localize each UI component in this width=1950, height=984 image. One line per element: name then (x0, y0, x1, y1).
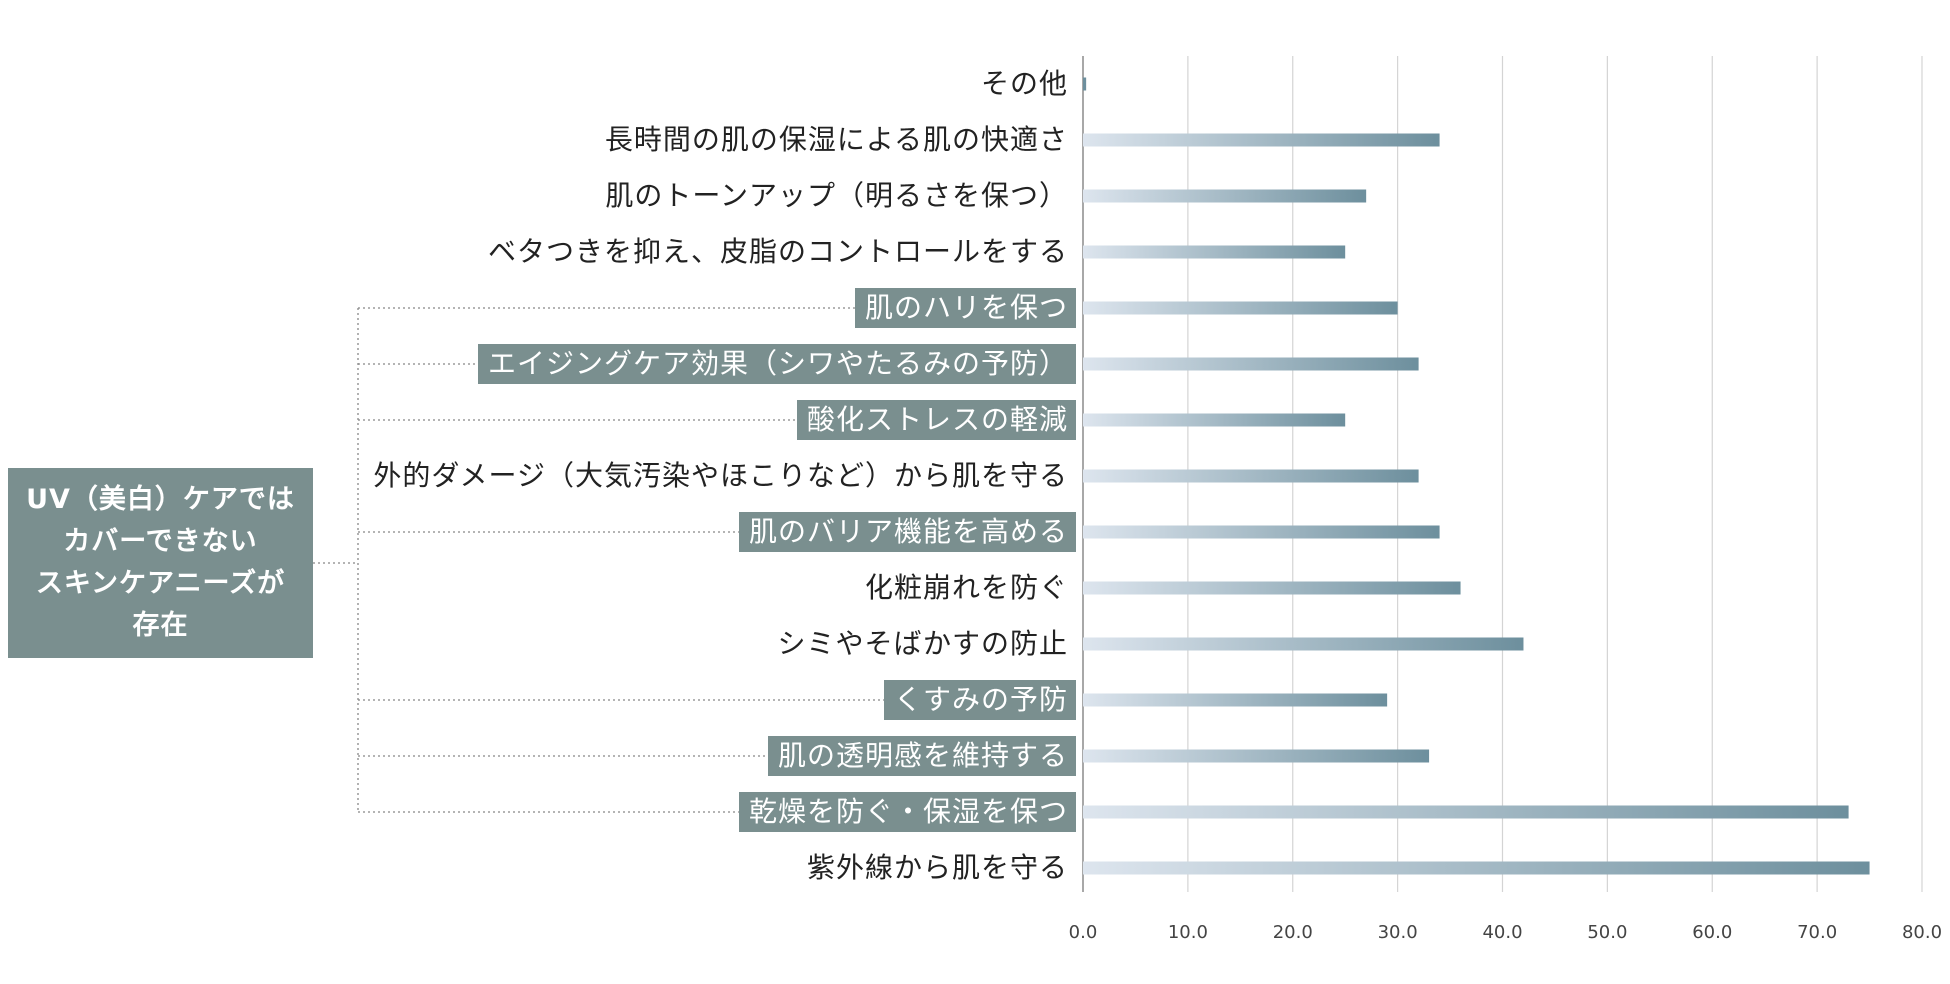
bar (1083, 581, 1461, 595)
category-label: 長時間の肌の保湿による肌の快適さ (604, 123, 1068, 156)
bar (1083, 413, 1346, 427)
bar (1083, 301, 1398, 315)
category-label: シミやそばかすの防止 (777, 627, 1068, 660)
callout-text: UV（美白）ケアでは カバーできない スキンケアニーズが 存在 (26, 484, 295, 641)
category-label: 肌の透明感を維持する (767, 736, 1076, 776)
x-tick-label: 50.0 (1587, 922, 1627, 943)
x-tick-label: 80.0 (1902, 922, 1942, 943)
bar (1083, 525, 1440, 539)
category-label: 肌のバリア機能を高める (738, 512, 1076, 552)
category-label: 外的ダメージ（大気汚染やほこりなど）から肌を守る (373, 459, 1068, 492)
x-tick-label: 0.0 (1069, 922, 1098, 943)
bars (1083, 77, 1870, 875)
category-label: 乾燥を防ぐ・保湿を保つ (738, 792, 1076, 832)
x-tick-label: 70.0 (1797, 922, 1837, 943)
x-tick-label: 20.0 (1273, 922, 1313, 943)
callout-box: UV（美白）ケアでは カバーできない スキンケアニーズが 存在 (8, 468, 313, 658)
bar (1083, 77, 1087, 91)
category-label: エイジングケア効果（シワやたるみの予防） (477, 344, 1076, 384)
category-label: 紫外線から肌を守る (806, 851, 1068, 884)
bar (1083, 245, 1346, 259)
x-tick-label: 40.0 (1482, 922, 1522, 943)
bar (1083, 469, 1419, 483)
bar (1083, 637, 1524, 651)
bar (1083, 189, 1367, 203)
bar (1083, 805, 1849, 819)
connectors (313, 307, 884, 813)
bar (1083, 861, 1870, 875)
category-label: 酸化ストレスの軽減 (796, 400, 1076, 440)
bar (1083, 133, 1440, 147)
x-axis-ticks: 0.0 10.0 20.0 30.0 40.0 50.0 60.0 70.0 80.0 (1069, 922, 1942, 943)
category-label: その他 (980, 67, 1068, 100)
category-label: 肌のトーンアップ（明るさを保つ） (605, 179, 1068, 212)
x-tick-label: 10.0 (1168, 922, 1208, 943)
category-label: くすみの予防 (883, 680, 1076, 720)
category-label: 化粧崩れを防ぐ (864, 571, 1068, 604)
bar (1083, 693, 1388, 707)
bar (1083, 749, 1430, 763)
bar (1083, 357, 1419, 371)
x-tick-label: 60.0 (1692, 922, 1732, 943)
category-label: ベタつきを抑え、皮脂のコントロールをする (487, 235, 1068, 268)
x-tick-label: 30.0 (1378, 922, 1418, 943)
category-label: 肌のハリを保つ (854, 288, 1076, 328)
